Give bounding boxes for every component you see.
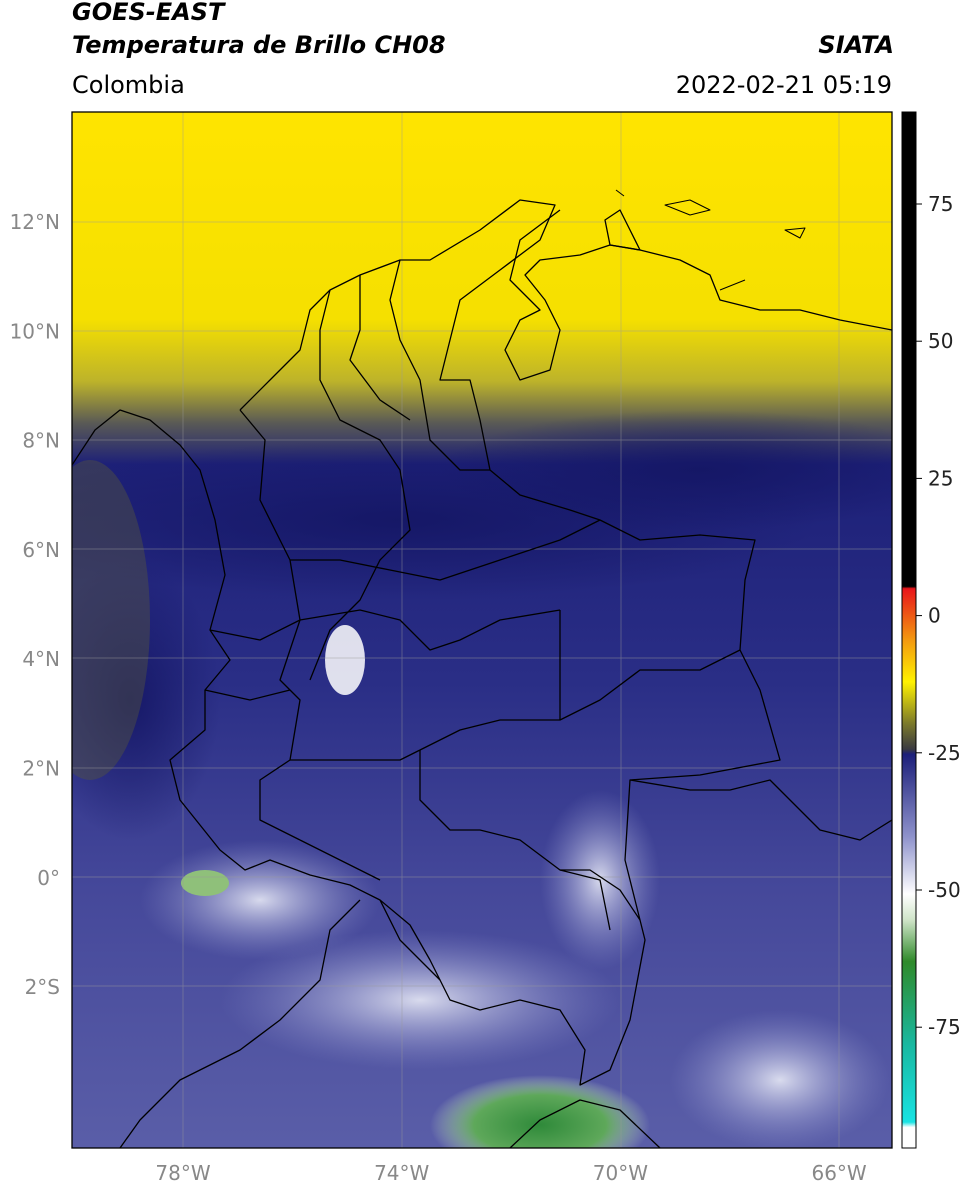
- region-label: Colombia: [72, 71, 185, 99]
- map-frame: [71, 111, 893, 1149]
- lon-tick-label: 74°W: [374, 1161, 429, 1185]
- satellite-image: [72, 112, 892, 1148]
- satellite-title: GOES-EAST: [72, 0, 225, 26]
- lat-tick-label: 0°: [37, 866, 60, 890]
- colorbar: [901, 111, 917, 1149]
- lat-tick-label: 4°N: [22, 647, 60, 671]
- colorbar-tick-label: 0: [928, 604, 941, 628]
- lat-tick-label: 2°N: [22, 757, 60, 781]
- colorbar-tick-label: -25: [928, 741, 961, 765]
- gridlines: [72, 112, 892, 1148]
- colorbar-tick-label: 75: [928, 192, 953, 216]
- lon-tick-label: 66°W: [811, 1161, 866, 1185]
- colorbar-ticks: 75 50 25 0 -25 -50 -75: [916, 192, 961, 1039]
- colorbar-tick-label: -75: [928, 1015, 961, 1039]
- colorbar-tick-label: 50: [928, 329, 953, 353]
- borders: [72, 189, 892, 1148]
- lat-tick-label: 6°N: [22, 538, 60, 562]
- colorbar-tick-label: 25: [928, 466, 953, 490]
- lon-tick-label: 70°W: [593, 1161, 648, 1185]
- timestamp-label: 2022-02-21 05:19: [675, 71, 892, 99]
- lat-tick-label: 2°S: [25, 975, 60, 999]
- lon-tick-label: 78°W: [155, 1161, 210, 1185]
- lat-tick-label: 8°N: [22, 429, 60, 453]
- lat-tick-label: 10°N: [10, 319, 60, 343]
- lat-tick-label: 12°N: [10, 210, 60, 234]
- organization-label: SIATA: [818, 31, 894, 59]
- longitude-axis: 78°W 74°W 70°W 66°W: [155, 1161, 867, 1185]
- product-title: Temperatura de Brillo CH08: [72, 31, 446, 59]
- latitude-axis: 12°N 10°N 8°N 6°N 4°N 2°N 0° 2°S: [10, 210, 60, 999]
- colorbar-tick-label: -50: [928, 878, 961, 902]
